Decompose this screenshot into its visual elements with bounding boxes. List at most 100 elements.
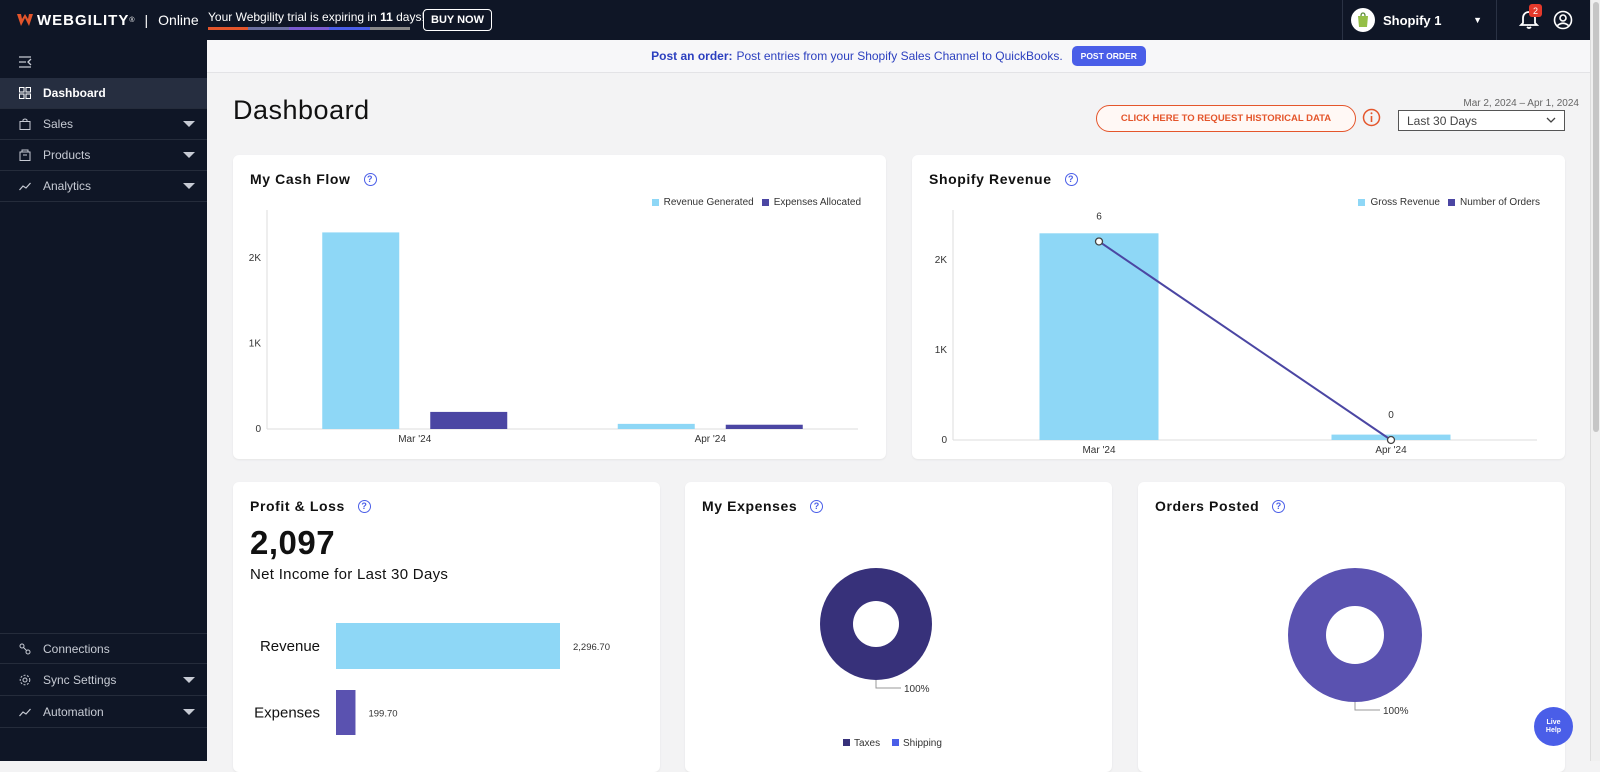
cash-flow-chart: 0 1K 2K Mar '24 Apr '24 <box>249 210 858 445</box>
caret-down-icon <box>183 121 195 127</box>
grid-icon <box>19 87 31 99</box>
help-icon[interactable]: ? <box>1064 172 1078 186</box>
y-tick-label: 2K <box>249 253 262 264</box>
date-range-select-value: Last 30 Days <box>1407 113 1478 128</box>
box-icon <box>19 149 31 161</box>
shopify-revenue-legend: Gross Revenue Number of Orders <box>1358 197 1540 208</box>
trial-text-end: days! <box>392 10 425 24</box>
collapse-menu-icon[interactable] <box>18 56 32 68</box>
card-title: My Cash Flow? <box>250 171 377 187</box>
gear-icon <box>19 674 31 686</box>
y-tick-label: 0 <box>941 435 947 446</box>
percent-label: 100% <box>904 684 930 695</box>
sidebar-item-label: Connections <box>43 641 110 656</box>
sidebar-item-label: Products <box>43 148 91 162</box>
chevron-down-icon: ▼ <box>1473 15 1482 25</box>
bar-gross-revenue <box>1039 233 1159 440</box>
help-icon[interactable]: ? <box>1272 499 1286 513</box>
value-label: 199.70 <box>368 709 397 720</box>
banner-lead: Post an order: <box>651 49 733 63</box>
orders-posted-card: Orders Posted? 100% <box>1138 482 1565 772</box>
scrollbar-thumb[interactable] <box>1593 2 1599 432</box>
card-title: Orders Posted? <box>1155 498 1286 514</box>
live-help-label: Live <box>1546 718 1561 726</box>
label-leader-line <box>875 680 901 689</box>
main-content: Dashboard Mar 2, 2024 – Apr 1, 2024 CLIC… <box>207 73 1590 772</box>
legend-swatch <box>1358 199 1366 206</box>
sidebar-item-products[interactable]: Products <box>0 140 207 171</box>
shopify-revenue-title: Shopify Revenue <box>929 171 1052 187</box>
post-order-banner: Post an order: Post entries from your Sh… <box>207 40 1590 73</box>
y-tick-label: 1K <box>935 345 948 356</box>
orders-data-label: 6 <box>1096 211 1102 222</box>
label-leader-line <box>1354 702 1380 711</box>
orders-posted-chart: 100% <box>1288 568 1422 717</box>
legend-label: Taxes <box>854 738 880 749</box>
cash-flow-legend: Revenue Generated Expenses Allocated <box>651 197 861 208</box>
caret-down-icon <box>183 183 195 189</box>
help-icon[interactable]: ? <box>810 499 824 513</box>
x-tick-label: Apr '24 <box>1375 445 1407 456</box>
sidebar-item-automation[interactable]: Automation <box>0 697 207 728</box>
caret-down-icon <box>183 152 195 158</box>
help-icon[interactable]: ? <box>363 172 377 186</box>
y-tick-label: 1K <box>249 338 262 349</box>
trial-progress-bar <box>208 27 411 30</box>
scrollbar[interactable] <box>1590 0 1600 761</box>
shopify-revenue-chart: 0 1K 2K Mar '24 Apr '24 6 0 <box>935 210 1537 456</box>
notification-badge: 2 <box>1529 4 1542 17</box>
sidebar-item-sync-settings[interactable]: Sync Settings <box>0 665 207 696</box>
bar-expenses <box>336 690 356 735</box>
profit-loss-title: Profit & Loss <box>250 498 345 514</box>
orders-line <box>1098 240 1392 441</box>
help-icon[interactable]: ? <box>357 499 371 513</box>
orders-posted-title: Orders Posted <box>1155 498 1260 514</box>
expenses-chart: 100% Taxes Shipping <box>820 568 942 749</box>
expenses-title: My Expenses <box>702 498 798 514</box>
brand-logo[interactable]: WEBGILITY ® | Online <box>17 10 199 30</box>
post-order-button[interactable]: POST ORDER <box>1071 46 1146 66</box>
connections-icon <box>19 643 31 654</box>
brand-separator: | <box>144 12 149 28</box>
request-historical-data-button[interactable]: CLICK HERE TO REQUEST HISTORICAL DATA <box>1096 105 1356 132</box>
buy-now-button[interactable]: BUY NOW <box>423 9 492 31</box>
orders-point <box>1094 237 1104 246</box>
legend-swatch <box>1447 199 1455 206</box>
store-name: Shopify 1 <box>1383 12 1442 28</box>
legend-label: Number of Orders <box>1459 197 1540 208</box>
bar-revenue <box>336 623 560 669</box>
legend-swatch <box>651 199 659 206</box>
trend-icon <box>19 182 31 191</box>
card-title: My Expenses? <box>702 498 824 514</box>
y-tick-label: 0 <box>255 424 261 435</box>
live-help-button[interactable]: Live Help <box>1534 707 1573 746</box>
caret-down-icon <box>183 677 195 683</box>
sidebar-item-connections[interactable]: Connections <box>0 633 207 664</box>
bar-expenses-allocated <box>725 424 803 429</box>
legend-label: Expenses Allocated <box>773 197 861 208</box>
net-income-subtitle: Net Income for Last 30 Days <box>250 566 449 583</box>
sidebar-item-analytics[interactable]: Analytics <box>0 171 207 202</box>
y-tick-label: 2K <box>935 255 948 266</box>
store-selector[interactable]: Shopify 1 ▼ <box>1342 0 1497 40</box>
sidebar-item-label: Automation <box>43 705 104 719</box>
sidebar-item-dashboard[interactable]: Dashboard <box>0 78 207 109</box>
x-tick-label: Mar '24 <box>398 434 431 445</box>
date-range-select[interactable]: Last 30 Days <box>1398 110 1565 131</box>
sidebar-item-label: Dashboard <box>43 86 106 100</box>
sidebar-item-label: Sync Settings <box>43 673 117 687</box>
card-title: Shopify Revenue? <box>929 171 1078 187</box>
cash-flow-title: My Cash Flow <box>250 171 351 187</box>
sidebar-item-sales[interactable]: Sales <box>0 109 207 140</box>
bar-revenue-generated <box>322 232 400 429</box>
expenses-card: My Expenses? 100% Taxes Shipping <box>685 482 1112 772</box>
top-bar: WEBGILITY ® | Online Your Webgility trial… <box>0 0 1590 40</box>
caret-down-icon <box>183 709 195 715</box>
legend-label: Revenue Generated <box>663 197 754 208</box>
bar-revenue-generated <box>617 423 695 429</box>
info-icon[interactable] <box>1362 108 1381 127</box>
trial-days: 11 <box>380 10 393 24</box>
donut-hole <box>1326 606 1384 664</box>
user-account-icon[interactable] <box>1553 10 1573 30</box>
category-label: Revenue <box>260 638 320 655</box>
